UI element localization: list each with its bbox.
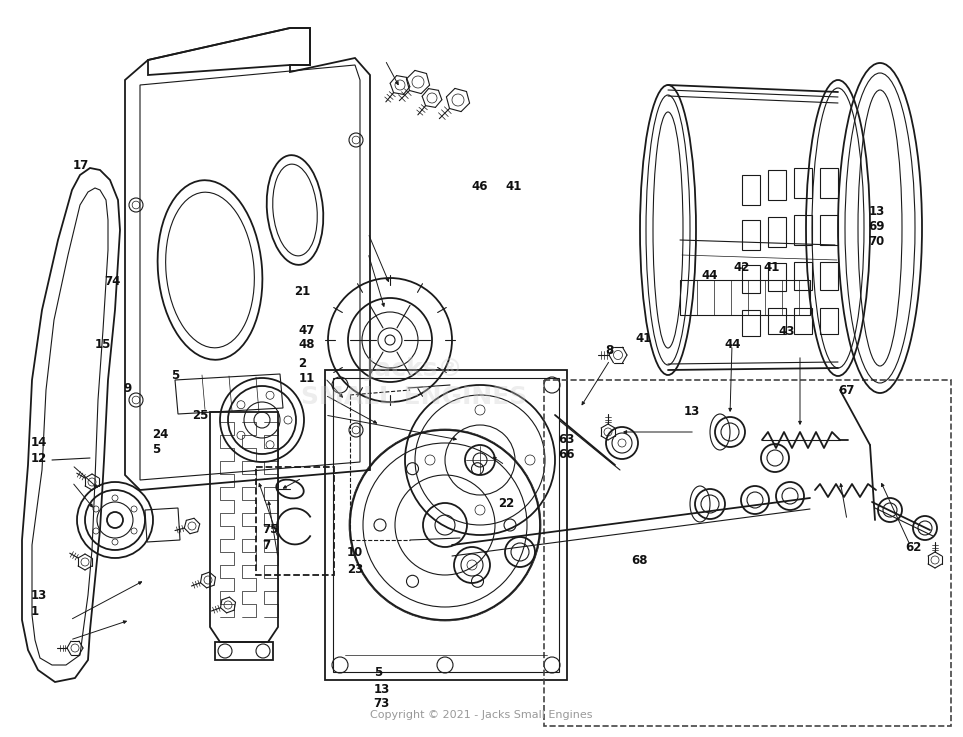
Text: 44: 44: [724, 338, 741, 351]
Bar: [794, 215, 812, 245]
Bar: [768, 263, 786, 291]
Text: 12: 12: [31, 452, 47, 465]
Bar: [742, 220, 760, 250]
Text: 68: 68: [632, 553, 648, 567]
Text: 7: 7: [262, 539, 270, 552]
Text: 8: 8: [605, 344, 613, 357]
Bar: [794, 262, 812, 290]
Text: 13: 13: [684, 405, 700, 418]
Text: 17: 17: [72, 159, 89, 172]
Text: 48: 48: [299, 338, 315, 352]
Text: 43: 43: [778, 325, 794, 338]
Bar: [215, 642, 273, 660]
Text: 41: 41: [506, 180, 522, 193]
Bar: [794, 308, 812, 334]
Bar: [325, 370, 567, 680]
Bar: [333, 378, 559, 672]
Text: 25: 25: [193, 409, 209, 422]
Bar: [768, 170, 786, 200]
Text: 5: 5: [374, 666, 382, 679]
Text: 75: 75: [262, 523, 278, 536]
Text: 5: 5: [152, 443, 161, 456]
Text: 14: 14: [31, 436, 47, 450]
Text: 10: 10: [347, 546, 363, 559]
Bar: [820, 262, 838, 290]
Text: Jacks®
SMALL ENGINES: Jacks® SMALL ENGINES: [301, 357, 527, 409]
Text: 21: 21: [294, 285, 310, 298]
Text: 13: 13: [869, 205, 885, 218]
Text: 42: 42: [734, 261, 750, 274]
Text: 24: 24: [152, 427, 169, 441]
Text: 13: 13: [31, 589, 47, 602]
Text: 63: 63: [559, 433, 575, 447]
Bar: [768, 308, 786, 334]
Text: 13: 13: [374, 682, 390, 696]
Text: 73: 73: [374, 697, 390, 710]
Bar: [820, 215, 838, 245]
Text: Copyright © 2021 - Jacks Small Engines: Copyright © 2021 - Jacks Small Engines: [370, 710, 593, 720]
Text: 5: 5: [171, 369, 180, 383]
Text: 70: 70: [869, 235, 885, 248]
Bar: [820, 308, 838, 334]
Text: 15: 15: [94, 338, 111, 351]
Text: 1: 1: [31, 605, 39, 618]
Bar: [742, 310, 760, 336]
Text: 11: 11: [299, 372, 315, 385]
Text: 67: 67: [838, 384, 854, 397]
Bar: [544, 380, 951, 726]
Text: 62: 62: [905, 541, 922, 554]
Text: 22: 22: [498, 497, 514, 510]
Text: 41: 41: [764, 261, 780, 274]
Text: 9: 9: [123, 382, 132, 395]
Text: 2: 2: [299, 357, 306, 370]
Bar: [742, 265, 760, 293]
Text: 41: 41: [636, 332, 652, 345]
Text: 66: 66: [559, 448, 575, 461]
Text: 46: 46: [472, 180, 488, 193]
Text: 69: 69: [869, 220, 885, 234]
Text: 74: 74: [104, 275, 120, 288]
Text: 47: 47: [299, 324, 315, 337]
Bar: [680, 280, 810, 315]
Bar: [768, 217, 786, 247]
Bar: [742, 175, 760, 205]
Bar: [794, 168, 812, 198]
Bar: [820, 168, 838, 198]
Text: 44: 44: [701, 269, 717, 282]
Bar: [256, 467, 334, 575]
Text: 23: 23: [347, 563, 363, 576]
